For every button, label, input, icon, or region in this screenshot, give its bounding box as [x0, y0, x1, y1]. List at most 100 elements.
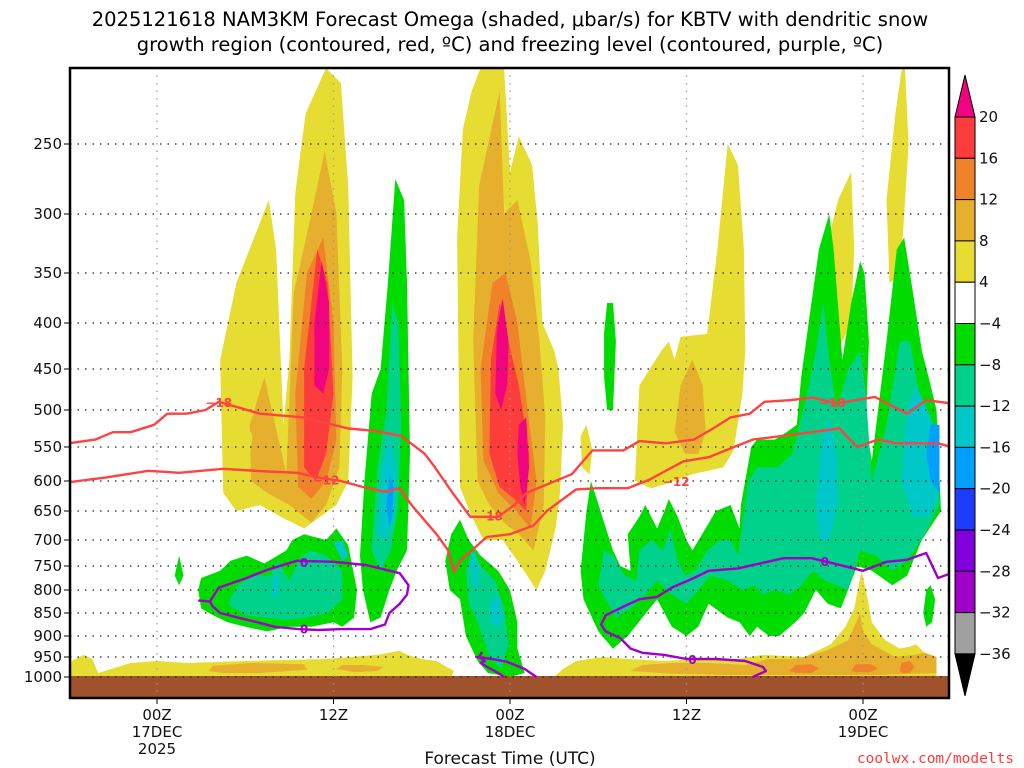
contour-freezing-level-4	[600, 551, 949, 679]
omega-region	[489, 594, 505, 627]
colorbar-label: 20	[979, 108, 998, 126]
x-tick-label: 00Z	[495, 706, 524, 724]
colorbar-label: −32	[979, 604, 1011, 622]
x-tick-label: 12Z	[672, 706, 701, 724]
omega-region	[174, 555, 184, 586]
omega-region	[314, 261, 330, 394]
omega-region	[815, 417, 838, 540]
omega-region	[635, 144, 746, 489]
colorbar-bin	[954, 281, 976, 325]
omega-region	[851, 664, 878, 673]
y-tick-label: 550	[33, 438, 62, 456]
omega-region	[901, 385, 940, 517]
omega-region	[674, 359, 706, 454]
colorbar-label: −16	[979, 438, 1011, 456]
colorbar-bin	[954, 364, 976, 407]
colorbar-label: 16	[979, 149, 998, 167]
grid-lines	[70, 68, 949, 698]
omega-region	[208, 663, 307, 673]
omega-region	[886, 68, 909, 283]
contour-label: 0	[821, 555, 829, 569]
x-tick-label: 00Z	[142, 706, 171, 724]
colorbar-bin	[954, 157, 976, 201]
colorbar-bin	[954, 612, 976, 655]
x-tick-label: 00Z	[848, 706, 877, 724]
y-tick-label: 500	[33, 401, 62, 419]
x-tick-label: 2025	[138, 740, 176, 758]
colorbar-bin	[954, 116, 976, 159]
y-tick-label: 300	[33, 205, 62, 223]
colorbar-label: −4	[979, 315, 1001, 333]
y-tick-label: 250	[33, 135, 62, 153]
y-tick-label: 750	[33, 557, 62, 575]
y-tick-label: 350	[33, 264, 62, 282]
chart-title: 2025121618 NAM3KM Forecast Omega (shaded…	[92, 8, 928, 56]
y-tick-label: 900	[33, 627, 62, 645]
y-tick-label: 400	[33, 314, 62, 332]
omega-region	[470, 550, 480, 590]
omega-region	[336, 665, 384, 673]
x-axis-label: Forecast Time (UTC)	[424, 749, 595, 768]
omega-region	[899, 661, 915, 673]
colorbar-label: −12	[979, 397, 1011, 415]
contour-freezing-level	[198, 559, 410, 632]
ground-layer	[70, 676, 949, 698]
y-tick-label: 950	[33, 648, 62, 666]
omega-region	[386, 474, 394, 529]
colorbar-min-arrow	[954, 653, 976, 697]
x-tick-label: 19DEC	[838, 723, 889, 741]
x-tick-label: 17DEC	[132, 723, 183, 741]
colorbar-label: −28	[979, 562, 1011, 580]
colorbar-bin	[954, 199, 976, 242]
contour-label: 0	[688, 653, 696, 667]
colorbar-bin	[954, 446, 976, 490]
omega-region	[271, 570, 280, 600]
colorbar-label: 12	[979, 191, 998, 209]
contour-dgz-bottom	[70, 427, 949, 573]
colorbar-bin	[954, 405, 976, 448]
omega-region	[495, 298, 509, 410]
contour-label: −18	[476, 510, 503, 524]
colorbar-bin	[954, 240, 976, 283]
plot-area: −18 −18 −18 −12 −12 0 0 0 0	[68, 66, 951, 700]
credit-link[interactable]: coolwx.com/modelts	[857, 751, 1014, 767]
colorbar-bin	[954, 488, 976, 531]
colorbar-max-arrow	[954, 74, 976, 118]
colorbar-bin	[954, 529, 976, 572]
contour-label: 0	[300, 556, 308, 570]
colorbar-label: 8	[979, 232, 989, 250]
colorbar-label: 4	[979, 273, 989, 291]
title-line-1: 2025121618 NAM3KM Forecast Omega (shaded…	[92, 8, 928, 31]
contour-dgz-top	[70, 395, 949, 518]
contour-label: −12	[313, 474, 340, 488]
y-tick-label: 450	[33, 360, 62, 378]
y-tick-label: 800	[33, 581, 62, 599]
colorbar: 20 16 12 8 4 −4 −8 −12 −16 −20 −24 −28 −32 −36	[954, 74, 1011, 697]
y-tick-label: 650	[33, 502, 62, 520]
colorbar-label: −8	[979, 356, 1001, 374]
title-line-2: growth region (contoured, red, ºC) and f…	[137, 33, 884, 56]
contour-label: −12	[663, 475, 690, 489]
omega-region	[926, 424, 940, 493]
omega-region	[245, 424, 253, 458]
x-tick-label: 12Z	[319, 706, 348, 724]
omega-region	[923, 585, 936, 627]
omega-region	[598, 303, 940, 618]
colorbar-label: −24	[979, 521, 1011, 539]
omega-region	[360, 179, 410, 623]
omega-region	[789, 664, 819, 673]
y-tick-label: 1000	[24, 668, 62, 686]
contour-label: −18	[205, 396, 232, 410]
contour-label: −18	[819, 396, 846, 410]
contour-freezing-level-3	[476, 655, 538, 678]
omega-region	[630, 613, 937, 675]
colorbar-bin	[954, 570, 976, 614]
x-tick-label: 18DEC	[485, 723, 536, 741]
omega-region	[604, 303, 616, 410]
y-axis: 250 300 350 400 450 500 550 600 650 700 750 800 850 9…	[24, 135, 70, 686]
omega-region	[333, 540, 349, 561]
contour-label: 0	[300, 623, 308, 637]
colorbar-bin	[954, 323, 976, 366]
